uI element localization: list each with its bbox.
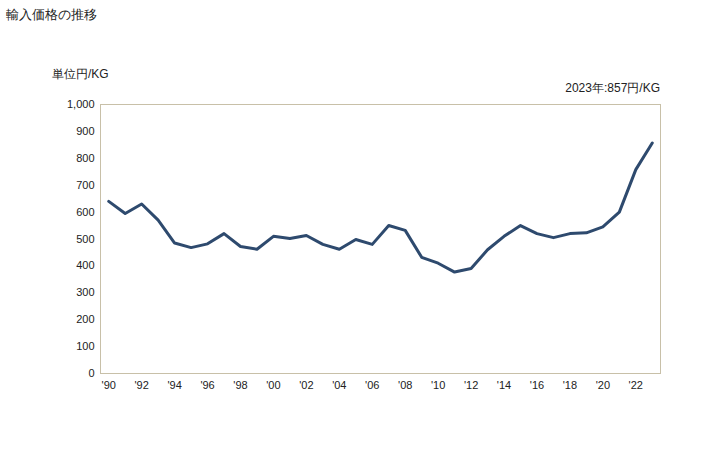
svg-text:'02: '02 <box>299 379 313 391</box>
svg-text:700: 700 <box>76 179 94 191</box>
svg-text:400: 400 <box>76 259 94 271</box>
svg-text:0: 0 <box>88 367 94 379</box>
svg-text:'08: '08 <box>398 379 412 391</box>
svg-text:'10: '10 <box>431 379 445 391</box>
svg-text:'00: '00 <box>266 379 280 391</box>
html-text:2023年:857円/KG: 2023年:857円/KG <box>565 81 660 95</box>
svg-text:'22: '22 <box>629 379 643 391</box>
svg-text:1,000: 1,000 <box>67 98 95 110</box>
svg-text:200: 200 <box>76 313 94 325</box>
html-text:輸入価格の推移: 輸入価格の推移 <box>6 7 97 22</box>
svg-text:'94: '94 <box>167 379 181 391</box>
svg-text:'12: '12 <box>464 379 478 391</box>
svg-text:'18: '18 <box>563 379 577 391</box>
svg-text:900: 900 <box>76 125 94 137</box>
svg-text:100: 100 <box>76 340 94 352</box>
html-text:単位円/KG: 単位円/KG <box>52 67 109 81</box>
svg-text:'16: '16 <box>530 379 544 391</box>
svg-text:'92: '92 <box>135 379 149 391</box>
svg-text:'04: '04 <box>332 379 346 391</box>
svg-text:'90: '90 <box>102 379 116 391</box>
svg-text:'96: '96 <box>200 379 214 391</box>
svg-text:300: 300 <box>76 286 94 298</box>
svg-text:500: 500 <box>76 233 94 245</box>
svg-text:'06: '06 <box>365 379 379 391</box>
svg-text:'14: '14 <box>497 379 511 391</box>
svg-text:800: 800 <box>76 152 94 164</box>
svg-text:600: 600 <box>76 206 94 218</box>
svg-text:'20: '20 <box>596 379 610 391</box>
svg-text:'98: '98 <box>233 379 247 391</box>
